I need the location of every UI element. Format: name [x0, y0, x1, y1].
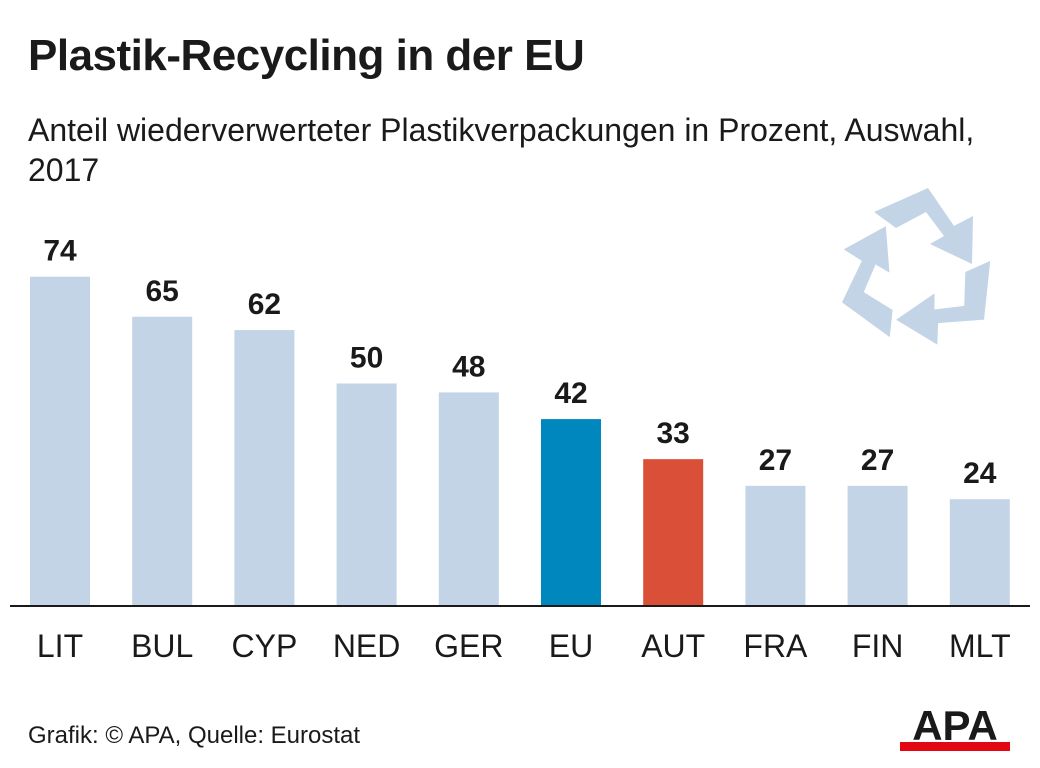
- value-label-fra: 27: [759, 444, 792, 477]
- bar-bul: [132, 316, 193, 606]
- category-label-bul: BUL: [131, 628, 193, 664]
- category-label-lit: LIT: [37, 628, 83, 664]
- bar-ger: [438, 392, 499, 606]
- bar-lit: [30, 276, 90, 606]
- bar-aut: [643, 459, 704, 606]
- apa-logo-text: APA: [912, 704, 998, 749]
- value-label-eu: 42: [554, 377, 587, 410]
- value-label-aut: 33: [657, 417, 690, 450]
- category-label-ger: GER: [434, 628, 503, 664]
- category-label-eu: EU: [549, 628, 593, 664]
- value-label-bul: 65: [146, 275, 179, 308]
- bar-cyp: [234, 330, 295, 606]
- bar-chart: 74 LIT 65 BUL 62 CYP 50 NED 48 GER 42 EU 33 AUT 27 FRA 2…: [10, 188, 1030, 664]
- category-label-fra: FRA: [743, 628, 808, 664]
- bar-fra: [745, 485, 806, 606]
- category-label-mlt: MLT: [949, 628, 1011, 664]
- chart-title: Plastik-Recycling in der EU: [28, 31, 585, 80]
- value-label-mlt: 24: [963, 457, 997, 490]
- chart-subtitle: Anteil wiederverwerteter Plastikverpacku…: [28, 112, 975, 188]
- value-label-fin: 27: [861, 444, 894, 477]
- apa-logo: APA: [900, 704, 1010, 751]
- value-label-ned: 50: [350, 342, 383, 375]
- recycle-icon: [841, 188, 991, 345]
- bar-eu: [541, 419, 601, 606]
- bar-fin: [847, 485, 908, 606]
- bar-ned: [336, 383, 397, 606]
- source-credit: Grafik: © APA, Quelle: Eurostat: [28, 722, 361, 749]
- apa-logo-bar: [900, 742, 1010, 751]
- category-label-aut: AUT: [641, 628, 705, 664]
- category-label-fin: FIN: [852, 628, 904, 664]
- value-label-cyp: 62: [248, 288, 281, 321]
- bar-mlt: [949, 499, 1010, 606]
- value-label-ger: 48: [452, 350, 485, 383]
- value-label-lit: 74: [43, 235, 77, 268]
- category-label-cyp: CYP: [232, 628, 298, 664]
- category-label-ned: NED: [333, 628, 401, 664]
